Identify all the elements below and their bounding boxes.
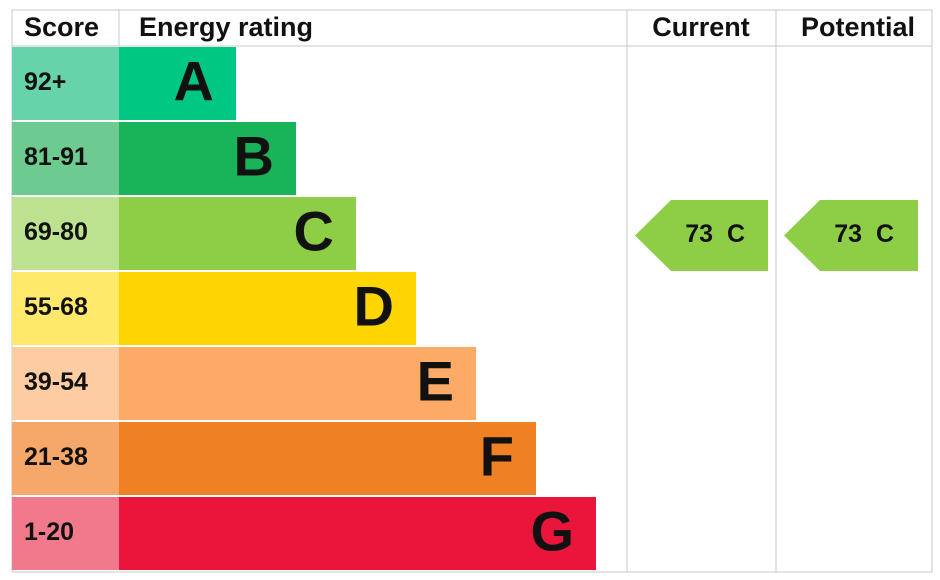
rating-bar [119, 47, 236, 120]
score-label: 55-68 [24, 293, 88, 321]
current-value: 73 [685, 220, 713, 248]
rating-letter: C [294, 199, 334, 262]
score-label: 92+ [24, 68, 66, 96]
score-label: 1-20 [24, 518, 74, 546]
header-score: Score [24, 12, 99, 42]
potential-letter: C [876, 220, 894, 248]
score-label: 81-91 [24, 143, 88, 171]
score-label: 39-54 [24, 368, 88, 396]
current-letter: C [727, 220, 745, 248]
score-label: 21-38 [24, 443, 88, 471]
rating-letter: G [530, 499, 574, 562]
current-arrow [635, 200, 768, 271]
rating-bar [119, 497, 596, 570]
rating-letter: B [234, 124, 274, 187]
rating-bar [119, 122, 296, 195]
score-cell [12, 347, 119, 420]
score-cell [12, 422, 119, 495]
potential-value: 73 [834, 220, 862, 248]
score-cell [12, 272, 119, 345]
rating-letter: A [174, 49, 214, 112]
score-cell [12, 122, 119, 195]
score-cell [12, 197, 119, 270]
rating-bar [119, 272, 416, 345]
header-potential: Potential [801, 12, 915, 42]
rating-bar [119, 347, 476, 420]
rating-bar [119, 422, 536, 495]
rating-letter: E [417, 349, 454, 412]
score-cell [12, 497, 119, 570]
rating-letter: D [354, 274, 394, 337]
header-current: Current [652, 12, 750, 42]
potential-arrow [784, 200, 918, 271]
score-label: 69-80 [24, 218, 88, 246]
rating-bar [119, 197, 356, 270]
rating-letter: F [480, 424, 514, 487]
score-cell [12, 47, 119, 120]
header-rating: Energy rating [139, 12, 313, 42]
